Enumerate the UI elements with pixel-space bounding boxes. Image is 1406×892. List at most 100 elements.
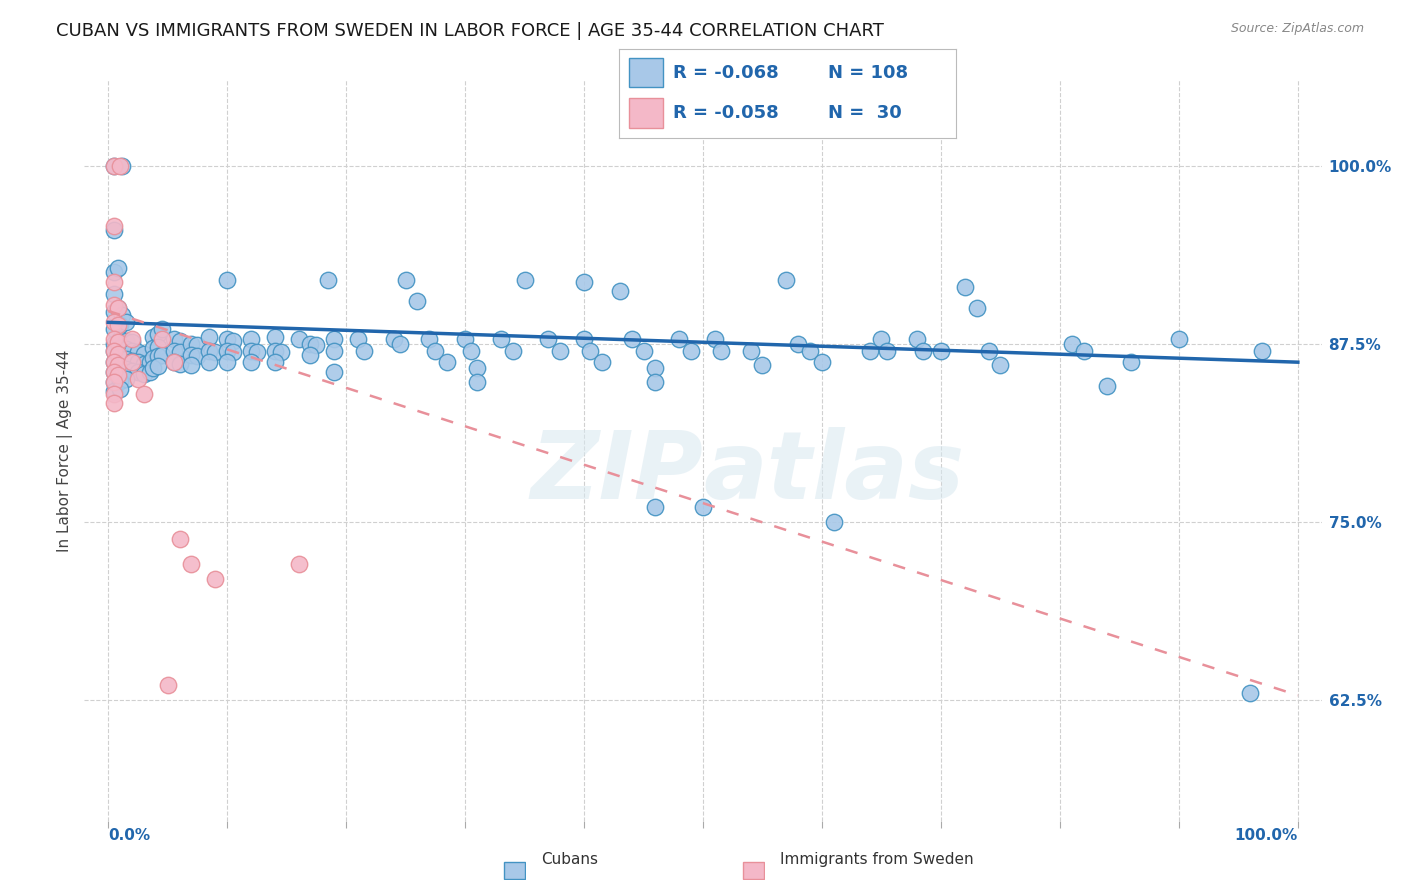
Point: [299, 348, 322, 362]
Point: [162, 333, 184, 347]
Point: [142, 351, 165, 365]
Point: [111, 308, 134, 322]
Point: [108, 318, 131, 333]
Point: [465, 375, 488, 389]
Point: [108, 364, 131, 378]
Point: [418, 333, 440, 347]
Point: [103, 305, 125, 319]
Point: [246, 345, 269, 359]
Point: [169, 334, 191, 348]
Point: [121, 343, 143, 358]
Point: [858, 343, 880, 358]
Point: [186, 350, 208, 364]
Point: [103, 219, 125, 233]
Point: [103, 386, 125, 401]
Point: [103, 298, 125, 312]
Point: [204, 572, 226, 586]
Point: [217, 355, 239, 369]
Point: [823, 515, 845, 529]
Point: [198, 329, 221, 343]
Point: [239, 355, 262, 369]
Point: [103, 365, 125, 379]
Point: [1073, 343, 1095, 358]
Point: [316, 272, 339, 286]
Point: [239, 333, 262, 347]
Point: [156, 678, 179, 692]
Point: [591, 355, 613, 369]
Point: [108, 374, 131, 388]
Point: [103, 355, 125, 369]
Point: [103, 315, 125, 329]
Point: [710, 343, 733, 358]
Point: [103, 265, 125, 279]
Point: [204, 345, 226, 359]
Point: [180, 358, 202, 372]
Text: Source: ZipAtlas.com: Source: ZipAtlas.com: [1230, 22, 1364, 36]
Point: [121, 335, 143, 350]
Point: [425, 343, 447, 358]
Point: [127, 355, 149, 369]
Point: [905, 333, 928, 347]
Point: [103, 276, 125, 290]
Point: [150, 333, 173, 347]
Point: [692, 500, 714, 515]
Point: [644, 375, 666, 389]
Point: [103, 322, 125, 336]
Point: [107, 335, 129, 350]
Point: [222, 345, 245, 359]
Point: [103, 365, 125, 379]
Text: R = -0.068: R = -0.068: [672, 63, 779, 82]
Point: [299, 336, 322, 351]
Text: CUBAN VS IMMIGRANTS FROM SWEDEN IN LABOR FORCE | AGE 35-44 CORRELATION CHART: CUBAN VS IMMIGRANTS FROM SWEDEN IN LABOR…: [56, 22, 884, 40]
Point: [579, 343, 602, 358]
Text: R = -0.058: R = -0.058: [672, 103, 779, 122]
Point: [406, 293, 429, 308]
Point: [180, 348, 202, 362]
Point: [150, 348, 173, 362]
Point: [876, 343, 898, 358]
Point: [548, 343, 571, 358]
Point: [108, 333, 131, 347]
Point: [162, 343, 184, 358]
Point: [239, 343, 262, 358]
Point: [115, 352, 138, 367]
Point: [103, 333, 125, 347]
Point: [115, 362, 138, 376]
Point: [1239, 685, 1261, 699]
Point: [537, 333, 560, 347]
Point: [162, 355, 184, 369]
Point: [990, 358, 1012, 372]
Y-axis label: In Labor Force | Age 35-44: In Labor Force | Age 35-44: [58, 350, 73, 551]
Point: [217, 333, 239, 347]
Point: [115, 343, 138, 357]
Point: [953, 279, 976, 293]
Point: [169, 532, 191, 546]
Point: [305, 338, 328, 352]
Point: [217, 343, 239, 358]
Point: [186, 338, 208, 352]
Point: [323, 343, 346, 358]
Point: [103, 343, 125, 358]
Point: [127, 365, 149, 379]
Point: [103, 159, 125, 173]
Point: [107, 301, 129, 315]
Point: [966, 301, 988, 315]
Point: [127, 372, 149, 386]
Point: [388, 336, 411, 351]
Text: atlas: atlas: [703, 426, 965, 518]
Point: [740, 343, 762, 358]
Point: [977, 343, 1000, 358]
Point: [103, 343, 125, 358]
Point: [107, 261, 129, 276]
Point: [115, 372, 138, 386]
Point: [121, 353, 143, 368]
Point: [270, 345, 292, 359]
Point: [107, 358, 129, 372]
Point: [121, 355, 143, 369]
Point: [142, 360, 165, 375]
Point: [1251, 343, 1274, 358]
FancyBboxPatch shape: [628, 98, 662, 128]
Point: [460, 343, 482, 358]
Point: [1060, 336, 1083, 351]
Point: [323, 365, 346, 379]
